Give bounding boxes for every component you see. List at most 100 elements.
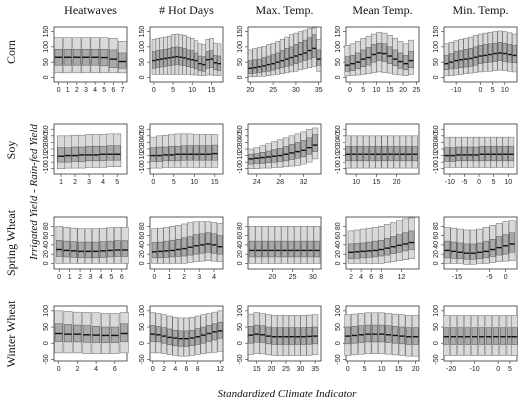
y-tick-label: -10 [237,164,244,174]
iqr-box [476,242,483,260]
x-tick-label: 20 [412,366,420,373]
x-tick-label: 20 [246,87,254,94]
y-tick-label: 20 [43,250,50,258]
iqr-box [312,34,317,58]
x-tick-label: 30 [309,274,317,281]
iqr-box [205,145,212,161]
iqr-box [307,240,314,258]
x-tick-label: 0 [477,179,481,186]
x-tick-label: 10 [501,87,509,94]
y-tick-label: -50 [43,354,50,364]
iqr-box [99,241,107,258]
x-tick-label: 1 [68,274,72,281]
iqr-box [461,146,468,162]
y-tick-label: 50 [139,125,146,133]
y-tick-label: 100 [139,305,146,317]
iqr-box [167,48,172,67]
x-tick-label: 4 [101,179,105,186]
y-tick-label: 150 [43,26,50,38]
x-tick-label: 10 [378,366,386,373]
y-tick-label: 50 [433,58,440,66]
y-tick-label: 100 [139,41,146,53]
y-tick-label: 80 [335,222,342,230]
iqr-box [354,243,360,259]
x-tick-label: 0 [346,366,350,373]
iqr-box [371,44,377,63]
iqr-box [396,234,403,253]
x-tick-label: 2 [73,179,77,186]
iqr-box [266,55,271,72]
iqr-box [114,240,121,257]
iqr-box [381,43,387,62]
y-tick-label: -50 [139,354,146,364]
y-tick-label: 10 [237,152,244,160]
iqr-box [360,49,366,67]
y-tick-label: 20 [43,145,50,153]
iqr-box [289,46,294,66]
iqr-box [300,140,307,158]
x-tick-label: 6 [120,274,124,281]
y-tick-label: 0 [335,75,342,79]
x-tick-label: 0 [153,274,157,281]
iqr-box [294,142,301,159]
iqr-box [387,46,393,64]
y-tick-label: 20 [139,145,146,153]
x-tick-label: 30 [292,87,300,94]
y-tick-label: 20 [237,250,244,258]
y-tick-label: 0 [139,75,146,79]
y-tick-label: 150 [433,26,440,38]
y-tick-label: 150 [237,26,244,38]
iqr-box [156,146,163,162]
y-tick-label: 10 [335,152,342,160]
y-tick-label: 40 [139,132,146,140]
y-tick-label: 50 [43,125,50,133]
x-tick-label: 10 [504,179,512,186]
iqr-box [151,242,158,259]
iqr-box [275,240,281,258]
iqr-box [288,240,294,258]
y-tick-label: 0 [335,160,342,164]
x-tick-label: 20 [268,274,276,281]
y-axis-title: Irrigated Yield - Rain-fed Yield [28,124,40,261]
iqr-box [281,240,288,258]
y-tick-label: 40 [433,132,440,140]
y-tick-label: -50 [433,354,440,364]
iqr-box [372,240,379,258]
x-tick-label: 2 [78,274,82,281]
x-tick-label: -10 [445,179,455,186]
x-tick-label: 1 [66,87,70,94]
iqr-box [193,145,200,161]
y-tick-label: 80 [139,222,146,230]
x-tick-label: 25 [412,87,420,94]
iqr-box [82,325,91,343]
y-tick-label: 10 [433,152,440,160]
iqr-box [70,241,77,258]
iqr-box [473,46,478,66]
y-tick-label: 20 [335,250,342,258]
x-tick-label: 0 [151,179,155,186]
row-label-3: Spring Wheat [4,209,18,276]
x-tick-label: 12 [216,366,224,373]
row-label-2: Soy [4,141,18,160]
iqr-box [92,146,100,162]
x-tick-label: -5 [486,274,492,281]
iqr-box [473,146,479,162]
iqr-box [255,240,262,258]
y-tick-label: -50 [237,354,244,364]
x-tick-label: 15 [253,366,261,373]
iqr-box [408,51,414,68]
y-tick-label: 40 [335,132,342,140]
iqr-box [509,232,516,253]
x-tick-label: 5 [491,87,495,94]
iqr-box [507,44,512,63]
y-tick-label: 50 [433,125,440,133]
y-tick-label: -10 [43,164,50,174]
y-tick-label: 0 [237,261,244,265]
panel-winter-wheat-3: -50 0 50 100 15 20 25 30 35 [237,305,322,373]
iqr-box [217,235,223,255]
